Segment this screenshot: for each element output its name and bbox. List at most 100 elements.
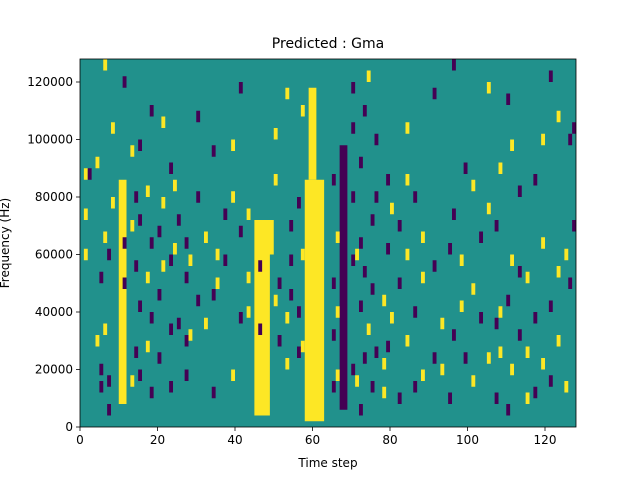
- heatmap-cell: [99, 363, 104, 376]
- heatmap-cell: [188, 254, 193, 266]
- y-tick-label: 100000: [27, 133, 73, 147]
- heatmap-cell: [463, 352, 468, 364]
- heatmap-cell: [130, 375, 135, 387]
- heatmap-cell: [273, 128, 278, 140]
- heatmap-cell: [351, 363, 356, 376]
- x-tick-label: 20: [150, 433, 165, 447]
- heatmap-cell: [517, 266, 522, 278]
- heatmap-cell: [366, 323, 371, 335]
- y-tick-label: 60000: [35, 248, 73, 262]
- heatmap-cell: [103, 59, 108, 71]
- heatmap-cell: [335, 306, 340, 318]
- heatmap-cell: [161, 260, 166, 272]
- heatmap-cell: [548, 300, 553, 312]
- x-axis-label: Time step: [297, 456, 357, 470]
- heatmap-cell: [494, 392, 499, 404]
- heatmap-cell: [359, 404, 363, 416]
- heatmap-cell: [223, 208, 228, 220]
- heatmap-cell: [122, 76, 127, 88]
- heatmap-cell: [374, 191, 379, 203]
- heatmap-cell: [405, 248, 410, 261]
- heatmap-cell: [390, 202, 394, 215]
- y-tick-label: 40000: [35, 305, 73, 319]
- heatmap-cell: [572, 122, 577, 134]
- plot-area: [79, 58, 577, 428]
- heatmap-cell: [382, 358, 387, 370]
- heatmap-cell: [258, 323, 263, 335]
- heatmap-cell: [479, 231, 484, 243]
- heatmap-cell: [223, 254, 228, 266]
- heatmap-cell: [289, 254, 294, 266]
- heatmap-cell: [525, 346, 530, 358]
- x-tick-label: 120: [534, 433, 557, 447]
- heatmap-cell: [568, 277, 573, 289]
- heatmap-cell: [149, 386, 154, 399]
- heatmap-cell: [564, 248, 569, 261]
- heatmap-cell: [107, 248, 112, 261]
- heatmap-cell: [335, 231, 340, 243]
- plot-frame: [79, 58, 577, 428]
- heatmap-cell: [362, 352, 367, 364]
- heatmap-band: [304, 179, 325, 422]
- heatmap-cell: [258, 260, 263, 272]
- heatmap-cell: [134, 260, 139, 272]
- heatmap-cell: [161, 116, 166, 128]
- heatmap-cell: [494, 317, 499, 330]
- heatmap-cell: [370, 381, 375, 393]
- heatmap-cell: [448, 392, 453, 404]
- heatmap-cell: [366, 70, 371, 82]
- heatmap-cell: [300, 340, 305, 353]
- heatmap-cell: [572, 220, 577, 232]
- heatmap-cell: [173, 179, 177, 192]
- heatmap-cell: [359, 237, 363, 249]
- heatmap-cell: [510, 139, 515, 151]
- heatmap-band: [118, 179, 127, 404]
- heatmap-cell: [471, 375, 476, 387]
- heatmap-cell: [231, 139, 236, 151]
- heatmap-cell: [184, 335, 189, 347]
- heatmap-cell: [432, 352, 437, 364]
- heatmap-cell: [331, 277, 336, 289]
- y-axis-label: Frequency (Hz): [0, 198, 12, 289]
- heatmap-cell: [134, 346, 139, 358]
- heatmap-cell: [103, 231, 108, 243]
- heatmap-cell: [362, 105, 367, 117]
- heatmap-cell: [541, 358, 546, 370]
- heatmap-cell: [498, 346, 503, 358]
- heatmap-cell: [246, 271, 251, 284]
- heatmap-cell: [494, 220, 499, 232]
- heatmap-cell: [111, 197, 115, 209]
- heatmap-cell: [459, 254, 464, 266]
- heatmap-cell: [386, 243, 391, 255]
- heatmap-cell: [176, 317, 181, 330]
- heatmap-cell: [196, 191, 201, 203]
- heatmap-cell: [204, 317, 208, 330]
- heatmap-cell: [122, 237, 127, 249]
- heatmap-band: [308, 87, 317, 180]
- heatmap-cell: [173, 243, 177, 255]
- heatmap-cell: [169, 323, 174, 335]
- heatmap-cell: [486, 352, 491, 364]
- heatmap-background: [80, 59, 576, 427]
- heatmap-cell: [533, 174, 538, 186]
- heatmap-cell: [463, 162, 468, 174]
- heatmap-cell: [331, 329, 336, 341]
- heatmap-cell: [238, 225, 243, 238]
- heatmap-cell: [211, 145, 216, 157]
- heatmap-cell: [149, 237, 154, 249]
- heatmap-cell: [351, 254, 356, 266]
- heatmap-cell: [452, 329, 456, 341]
- chart-title: Predicted : Gma: [272, 36, 384, 52]
- heatmap-cell: [382, 386, 387, 399]
- heatmap-cell: [421, 369, 425, 381]
- heatmap-cell: [83, 168, 88, 180]
- heatmap-cell: [390, 312, 394, 324]
- heatmap-cell: [382, 294, 387, 307]
- heatmap-cell: [83, 248, 88, 261]
- heatmap-cell: [556, 110, 561, 123]
- heatmap-cell: [196, 110, 201, 123]
- heatmap-cell: [506, 404, 511, 416]
- heatmap-cell: [289, 289, 294, 301]
- heatmap-cell: [498, 162, 503, 174]
